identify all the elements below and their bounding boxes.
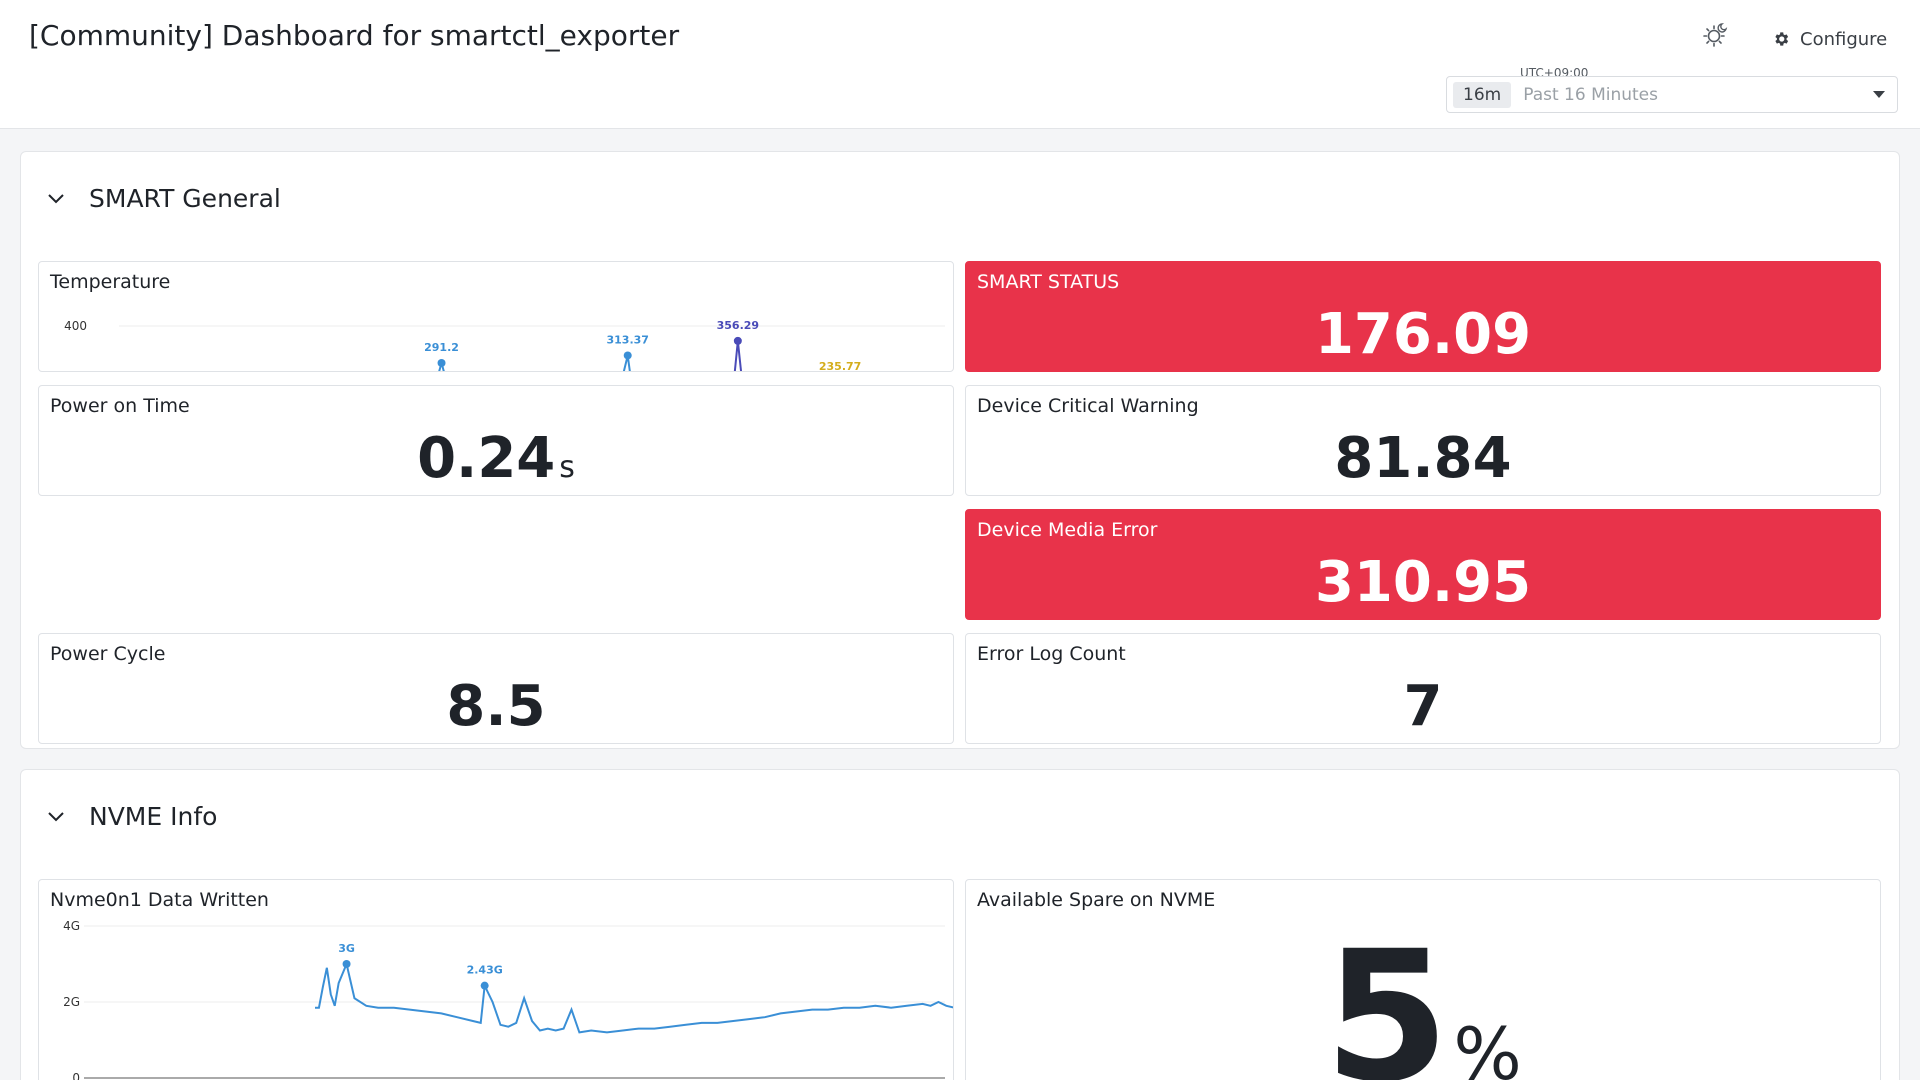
- peak-marker: [437, 358, 446, 367]
- stat-unit: s: [559, 450, 575, 485]
- stat-unit: %: [1453, 1012, 1522, 1080]
- series-line: [315, 960, 953, 1034]
- stat-value: 176.09: [1314, 302, 1532, 367]
- stat-number: 0.24: [417, 426, 556, 491]
- caret-down-icon: [1873, 91, 1885, 98]
- section-title: NVME Info: [89, 802, 218, 831]
- panel-media-error: Device Media Error 310.95: [965, 509, 1881, 620]
- stat-number: 5: [1324, 913, 1450, 1080]
- panel-title: Device Media Error: [977, 519, 1158, 541]
- theme-toggle-icon: [1703, 23, 1728, 47]
- section-nvme-info: NVME Info Nvme0n1 Data Written 0 2G 4G 3G 2.…: [20, 769, 1900, 1080]
- section-title: SMART General: [89, 184, 281, 213]
- peak-marker: [342, 960, 351, 968]
- time-range-picker[interactable]: 16m Past 16 Minutes: [1446, 76, 1898, 113]
- y-tick-label: 400: [64, 319, 87, 333]
- time-range-badge: 16m: [1453, 81, 1512, 108]
- dashboard-header: [Community] Dashboard for smartctl_expor…: [0, 0, 1920, 129]
- stat-value: 0.24 s: [39, 426, 953, 491]
- stat-value: 7: [1403, 674, 1443, 739]
- configure-button[interactable]: Configure: [1772, 24, 1887, 54]
- panel-available-spare: Available Spare on NVME 5%: [965, 879, 1881, 1080]
- panel-title: Device Critical Warning: [977, 395, 1199, 417]
- time-range-text: Past 16 Minutes: [1523, 84, 1658, 105]
- peak-marker: [480, 981, 489, 990]
- stat-value: 81.84: [1334, 426, 1512, 491]
- panel-error-log-count: Error Log Count 7: [965, 633, 1881, 744]
- temperature-chart[interactable]: 020040001:1001:1501:2001:2501:3001:35291…: [39, 262, 954, 372]
- panel-title: Error Log Count: [977, 643, 1126, 665]
- theme-toggle-button[interactable]: [1698, 18, 1732, 52]
- panel-title: Temperature: [50, 271, 171, 293]
- panel-title: Available Spare on NVME: [977, 889, 1216, 911]
- peak-marker: [623, 351, 632, 360]
- panel-title: SMART STATUS: [977, 271, 1120, 293]
- panel-power-on-time: Power on Time 0.24 s: [38, 385, 954, 496]
- panel-critical-warning: Device Critical Warning 81.84: [965, 385, 1881, 496]
- peak-label: 291.2: [424, 341, 459, 354]
- data-written-chart[interactable]: 0 2G 4G 3G 2.43G: [39, 880, 954, 1080]
- panel-smart-status: SMART STATUS 176.09: [965, 261, 1881, 372]
- panel-temperature: Temperature 020040001:1001:1501:2001:250…: [38, 261, 954, 372]
- section-toggle-nvme-info[interactable]: NVME Info: [47, 802, 217, 831]
- peak-marker: [733, 336, 742, 345]
- panel-power-cycle: Power Cycle 8.5: [38, 633, 954, 744]
- y-tick-label: 0: [72, 1071, 80, 1080]
- panel-title: Power on Time: [50, 395, 190, 417]
- peak-label: 356.29: [717, 319, 759, 332]
- panel-title: Nvme0n1 Data Written: [50, 889, 269, 911]
- configure-label: Configure: [1800, 28, 1888, 50]
- section-toggle-smart-general[interactable]: SMART General: [47, 184, 281, 213]
- panel-data-written: Nvme0n1 Data Written 0 2G 4G 3G 2.43G: [38, 879, 954, 1080]
- panel-title: Power Cycle: [50, 643, 166, 665]
- y-tick-label: 4G: [63, 919, 80, 933]
- stat-value: 310.95: [1314, 550, 1532, 615]
- chevron-down-icon: [48, 811, 64, 821]
- stat-value: 8.5: [446, 674, 546, 739]
- page-title: [Community] Dashboard for smartctl_expor…: [29, 19, 680, 52]
- peak-label: 2.43G: [467, 964, 503, 977]
- stat-value: 5%: [966, 928, 1880, 1080]
- gear-icon: [1775, 32, 1789, 46]
- peak-label: 235.77: [819, 360, 861, 372]
- peak-label: 3G: [338, 942, 355, 955]
- y-tick-label: 2G: [63, 995, 80, 1009]
- section-smart-general: SMART General Temperature 020040001:1001…: [20, 151, 1900, 749]
- chevron-down-icon: [48, 193, 64, 203]
- peak-label: 313.37: [606, 333, 648, 346]
